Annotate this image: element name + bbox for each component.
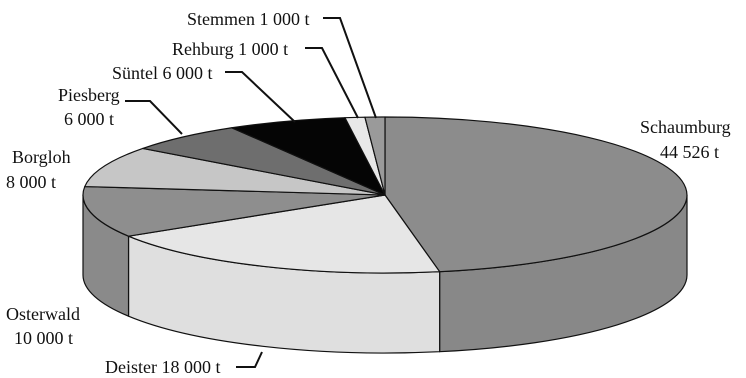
pie-slice-schaumburg <box>384 116 688 273</box>
slice-label-stemmen: Stemmen 1 000 t <box>187 9 310 29</box>
slice-label-suentel: Süntel 6 000 t <box>112 63 213 83</box>
slice-label-schaumburg-value: 44 526 t <box>660 142 719 162</box>
pie-top-layer <box>82 116 688 274</box>
leader-line-piesberg <box>125 100 183 135</box>
pie-slice-osterwald <box>82 185 386 237</box>
slice-label-deister: Deister 18 000 t <box>105 357 220 377</box>
slice-label-piesberg-value: 6 000 t <box>64 109 114 129</box>
leader-line-suentel <box>225 71 296 123</box>
leader-line-rehburg <box>305 47 359 119</box>
leader-line-deister <box>236 351 263 368</box>
leader-line-stemmen <box>323 17 377 119</box>
pie-slice-deister <box>127 194 441 274</box>
leader-lines <box>125 17 377 368</box>
pie-slice-suntel <box>231 117 386 196</box>
slice-label-borgloh-name: Borgloh <box>12 147 71 167</box>
slice-label-osterwald-value: 10 000 t <box>14 328 73 348</box>
slice-label-osterwald-name: Osterwald <box>6 304 80 324</box>
pie-slice-borgloh <box>84 147 386 196</box>
pie-slice-piesberg <box>142 127 386 196</box>
slice-label-piesberg-name: Piesberg <box>58 85 120 105</box>
slice-label-rehburg: Rehburg 1 000 t <box>172 39 288 59</box>
slice-label-schaumburg-name: Schaumburg <box>640 117 731 137</box>
slice-label-borgloh-value: 8 000 t <box>6 172 56 192</box>
pie-side-layer <box>82 194 688 354</box>
